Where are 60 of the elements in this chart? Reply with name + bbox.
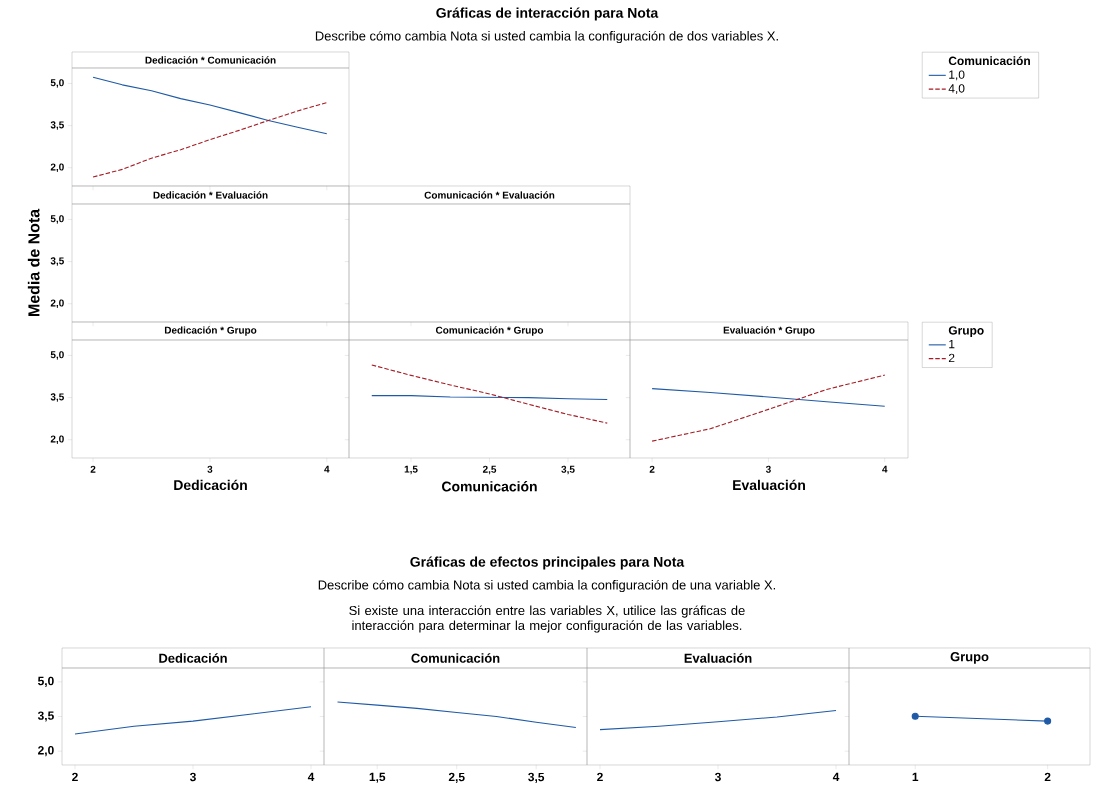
x-tick-label: 3 (714, 772, 721, 782)
chart-title: Dedicación * Comunicación (145, 56, 276, 64)
x-tick-label: 3,5 (528, 772, 545, 783)
y-tick-label: 5,0 (50, 79, 64, 88)
chart-title: Comunicación (411, 653, 500, 663)
line-series (92, 101, 328, 178)
line-series (74, 706, 312, 735)
chart-title: Comunicación * Grupo (435, 326, 544, 336)
legend-label: 2 (948, 353, 955, 363)
y-tick-label: 3,5 (50, 121, 64, 130)
text: Describe cómo cambia Nota si usted cambia la configuración de una variable X. (318, 579, 776, 593)
x-tick-label: 2 (90, 465, 96, 473)
x-tick-label: 2 (597, 772, 603, 782)
legend-label: 1 (949, 340, 955, 349)
x-tick-label: 2,5 (482, 465, 497, 475)
y-tick-label: 3,5 (50, 257, 64, 266)
legend-label: 4,0 (948, 84, 965, 95)
chart-title: Dedicación (159, 653, 227, 663)
chart-title: Dedicación * Grupo (164, 326, 257, 336)
x-tick-label: 3 (189, 772, 196, 782)
x-axis-title: Dedicación (174, 479, 247, 491)
text: Gráficas de efectos principales para Nota (410, 556, 685, 570)
chart-title: Grupo (950, 652, 989, 664)
chart-title: Evaluación (684, 653, 752, 663)
x-tick-label: 4 (882, 465, 888, 473)
x-tick-label: 4 (832, 772, 840, 781)
x-tick-label: 2 (649, 465, 655, 473)
text: Gráficas de interacción para Nota (436, 7, 659, 21)
text: Describe cómo cambia Nota si usted cambia la configuración de dos variables X. (315, 30, 778, 44)
x-tick-label: 2 (72, 772, 78, 782)
x-tick-label: 3 (207, 465, 213, 473)
chart-title: Dedicación * Evaluación (153, 191, 268, 199)
y-tick-label: 5,0 (50, 215, 64, 224)
x-tick-label: 1 (912, 772, 919, 781)
chart-title: Evaluación * Grupo (723, 326, 815, 336)
chart-title: Comunicación * Evaluación (424, 191, 555, 199)
x-tick-label: 2,5 (448, 772, 465, 783)
text: Si existe una interacción entre las variables X, utilice las gráficas de interacción para determinar la mejor configuración de las variables. (349, 605, 745, 633)
y-tick-label: 3,5 (37, 711, 54, 722)
legend-title: Grupo (948, 326, 984, 338)
y-tick-label: 2,0 (38, 746, 54, 757)
x-tick-label: 3 (765, 465, 771, 473)
y-tick-label: 5,0 (50, 351, 64, 360)
legend-title: Comunicación (948, 56, 1030, 66)
x-tick-label: 2 (1044, 772, 1051, 782)
y-tick-label: 2,0 (50, 163, 64, 172)
y-tick-label: 2,0 (50, 435, 64, 444)
x-axis-title: Comunicación (442, 481, 537, 492)
x-axis-title: Evaluación (733, 479, 805, 491)
line-series (92, 76, 328, 135)
x-tick-label: 3,5 (561, 465, 575, 475)
y-tick-label: 5,0 (37, 676, 54, 687)
x-tick-label: 4 (324, 465, 330, 473)
x-tick-label: 4 (307, 772, 315, 781)
x-tick-label: 1,5 (404, 465, 418, 475)
y-tick-label: 3,5 (50, 393, 64, 402)
x-tick-label: 1,5 (369, 772, 386, 783)
y-tick-label: 2,0 (50, 299, 64, 308)
y-axis-title: Media de Nota (27, 208, 40, 316)
legend-label: 1,0 (949, 70, 965, 81)
